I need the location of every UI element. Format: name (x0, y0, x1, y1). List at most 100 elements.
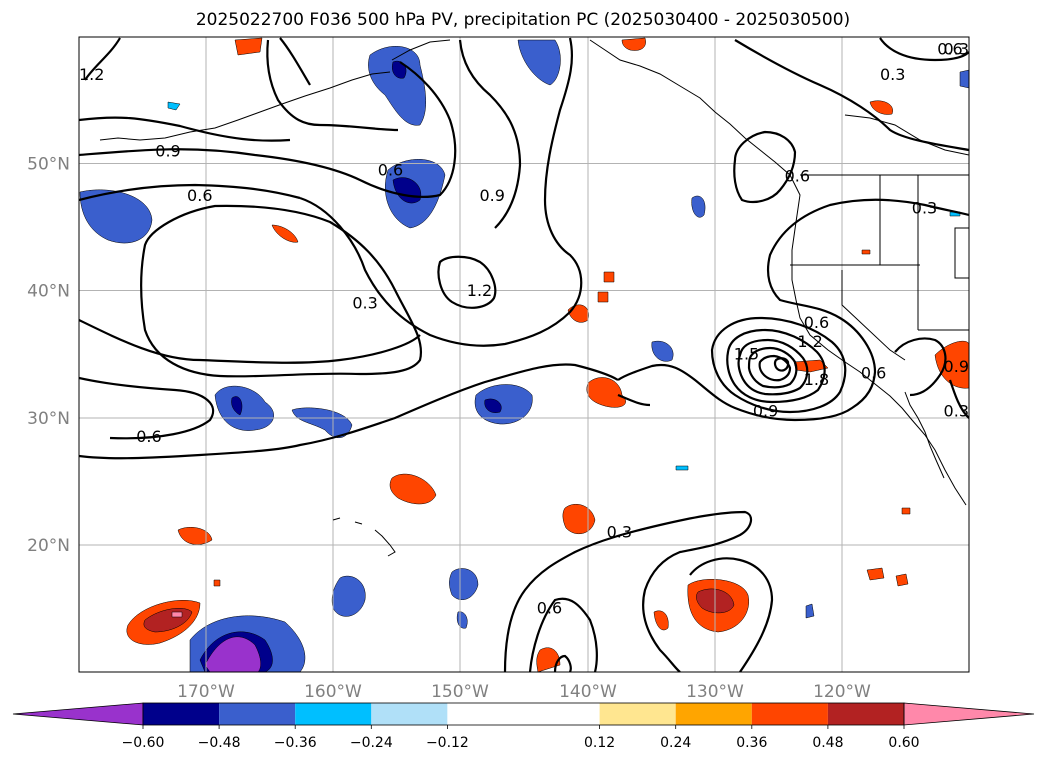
pv-contour-label: 0.3 (912, 198, 937, 217)
pv-contour-label: 0.3 (944, 402, 969, 421)
pv-contour-label: 0.6 (785, 167, 810, 186)
precip-patch (959, 69, 969, 89)
precip-patch (675, 465, 689, 471)
state-border (954, 227, 969, 279)
pv-contour (758, 354, 792, 382)
pv-contour (617, 198, 969, 422)
colorbar-segment (827, 703, 904, 725)
pv-contour (140, 204, 423, 378)
pv-contour (733, 130, 797, 204)
pv-contour-label: 0.3 (880, 65, 905, 84)
coastlines (99, 39, 969, 557)
lon-tick-labels: 170°W 160°W 150°W 140°W 130°W 120°W (177, 682, 871, 702)
pv-contour-label: 0.3 (607, 522, 632, 541)
colorbar-segment (599, 703, 676, 725)
precip-patch (484, 398, 502, 413)
precip-patch (805, 603, 815, 619)
lat-tick-label: 50°N (27, 155, 70, 175)
pv-contour (299, 37, 583, 347)
colorbar-segment (447, 703, 600, 725)
colorbar-segment (143, 703, 220, 725)
pv-contour-label: 1.8 (804, 370, 829, 389)
lon-tick-label: 120°W (813, 682, 871, 702)
precip-patch (536, 647, 561, 672)
pv-contour (734, 39, 969, 152)
pv-contour-label: 0.6 (378, 160, 403, 179)
lat-tick-label: 20°N (27, 536, 70, 556)
precip-patch (895, 573, 909, 587)
baja-coast (904, 391, 945, 479)
pv-contour-label: 0.9 (479, 186, 504, 205)
map-area: 1.20.90.60.6 0.90.31.20.60.60.30.31.51.20… (79, 37, 969, 672)
pv-contour (737, 338, 809, 396)
pv-contour-label: 1.2 (797, 332, 822, 351)
colorbar-tick-label: −0.48 (198, 735, 241, 751)
pv-contour (617, 393, 651, 407)
precip-patch (597, 291, 609, 303)
colorbar-tick-label: 0.36 (736, 735, 767, 751)
pv-contours (79, 37, 969, 672)
precip-patch (213, 579, 221, 587)
colorbar-segment (295, 703, 372, 725)
precip-patch (389, 473, 437, 505)
colorbar: −0.60 −0.48 −0.36 −0.24 −0.12 0.12 0.24 0.36 0.4… (12, 702, 1035, 751)
lon-tick-label: 160°W (304, 682, 362, 702)
pv-contour-label: 0.6 (187, 186, 212, 205)
colorbar-segment (751, 703, 828, 725)
hawaii-islands (332, 517, 396, 557)
pv-contour-label: 1.2 (467, 281, 492, 300)
state-border (841, 270, 906, 361)
canada-border (844, 114, 969, 156)
precip-patch (861, 249, 871, 255)
precip-patch (449, 568, 479, 600)
pv-contour (266, 39, 321, 127)
colorbar-extend-max (903, 702, 1035, 726)
lat-tick-label: 40°N (27, 282, 70, 302)
precip-patch (651, 340, 674, 362)
colorbar-tick-label: −0.36 (274, 735, 317, 751)
colorbar-segment (371, 703, 448, 725)
lon-tick-label: 170°W (177, 682, 235, 702)
pv-contour-label: 0.6 (937, 40, 962, 59)
colorbar-tick-label: 0.12 (584, 735, 615, 751)
pv-contour-label: 0.6 (537, 599, 562, 618)
lon-tick-label: 150°W (431, 682, 489, 702)
pv-contour (894, 337, 947, 397)
pv-contour-label: 0.6 (136, 427, 161, 446)
precip-patch (167, 101, 181, 111)
pv-contour (319, 123, 399, 132)
precip-patch (586, 377, 626, 408)
pv-contour-label: 0.9 (155, 141, 180, 160)
precip-patch (621, 37, 646, 51)
precip-patch (603, 271, 615, 283)
precip-patch (214, 385, 274, 431)
pv-contour (528, 597, 598, 672)
aleutian-coast (99, 71, 391, 141)
pv-contour (79, 183, 301, 202)
precip-patch (79, 189, 153, 244)
colorbar-tick-label: 0.48 (812, 735, 843, 751)
pv-contour-label: 1.2 (79, 65, 104, 84)
precip-patch (368, 46, 427, 126)
pv-contour (773, 357, 790, 372)
pv-contour (503, 510, 753, 672)
precip-patch (866, 567, 885, 581)
pv-contour-label: 0.9 (753, 402, 778, 421)
pv-contour-labels: 1.20.90.60.6 0.90.31.20.60.60.30.31.51.20… (79, 40, 969, 618)
pv-contour (79, 376, 215, 440)
chart-title: 2025022700 F036 500 hPa PV, precipitatio… (196, 10, 850, 30)
colorbar-frame (142, 702, 905, 726)
precip-patch (231, 396, 243, 416)
pv-contour (79, 61, 457, 198)
precip-patch (869, 100, 893, 115)
pv-contour (710, 316, 847, 414)
pv-contour-label: 0.9 (944, 357, 969, 376)
precip-positive-shading (126, 37, 969, 672)
pv-contour-label: 0.3 (944, 40, 969, 59)
pv-contour-label: 0.6 (861, 364, 886, 383)
precip-patch (653, 610, 669, 631)
colorbar-segment (675, 703, 752, 725)
colorbar-tick-label: 0.60 (888, 735, 919, 751)
precip-patch (177, 527, 213, 545)
